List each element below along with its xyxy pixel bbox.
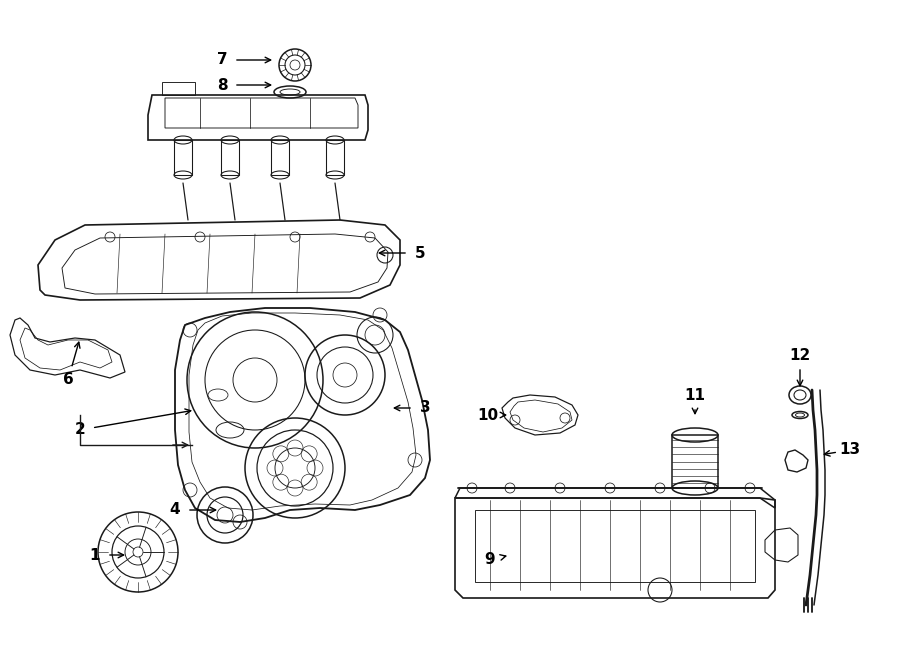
Text: 1: 1 (90, 547, 100, 563)
Text: 6: 6 (63, 373, 74, 387)
Text: 11: 11 (685, 387, 706, 403)
Text: 8: 8 (217, 77, 228, 93)
Text: 2: 2 (75, 422, 86, 438)
Text: 5: 5 (415, 245, 426, 260)
Text: 12: 12 (789, 348, 811, 362)
Text: 9: 9 (485, 553, 495, 568)
Text: 3: 3 (419, 401, 430, 416)
Text: 13: 13 (840, 442, 860, 457)
Text: 10: 10 (477, 407, 499, 422)
Text: 4: 4 (170, 502, 180, 518)
Text: 7: 7 (217, 52, 228, 67)
